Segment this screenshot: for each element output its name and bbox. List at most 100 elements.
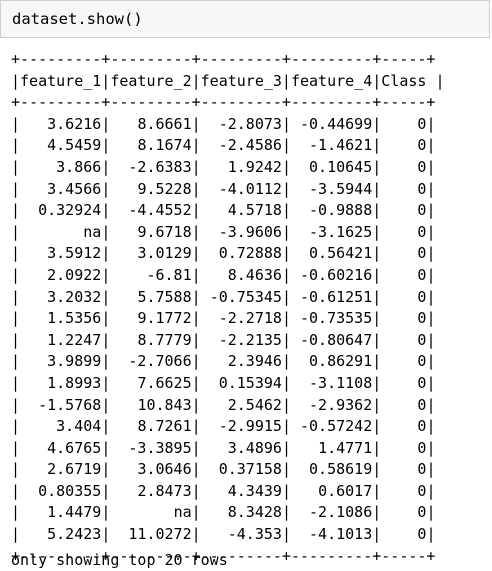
table-cell: 1.8993 bbox=[47, 373, 102, 392]
table-row: | 4.5459| 8.1674| -2.4586| -1.4621| 0| bbox=[11, 136, 436, 155]
table-row: | 3.404| 8.7261| -2.9915| -0.57242| 0| bbox=[11, 417, 436, 436]
table-cell: 3.0646 bbox=[137, 460, 192, 479]
table-cell: -0.73535 bbox=[300, 309, 373, 328]
table-cell: 0.86291 bbox=[309, 352, 373, 371]
table-cell: na bbox=[83, 222, 102, 241]
table-cell: -0.44699 bbox=[300, 114, 373, 133]
table-cell: 4.6765 bbox=[47, 438, 102, 457]
table-cell: 3.2032 bbox=[47, 287, 102, 306]
table-cell: 0 bbox=[417, 481, 427, 500]
table-cell: -0.80647 bbox=[300, 330, 373, 349]
table-cell: 5.2423 bbox=[47, 525, 102, 544]
table-cell: 2.6719 bbox=[47, 460, 102, 479]
table-header: |feature_1|feature_2|feature_3|feature_4… bbox=[11, 71, 445, 90]
table-cell: 0 bbox=[417, 157, 427, 176]
table-cell: 2.3946 bbox=[227, 352, 282, 371]
table-cell: 0 bbox=[417, 417, 427, 436]
table-cell: 2.8473 bbox=[137, 481, 192, 500]
table-cell: 7.6625 bbox=[137, 373, 192, 392]
table-cell: -2.9362 bbox=[309, 395, 373, 414]
table-cell: 1.5356 bbox=[47, 309, 102, 328]
table-cell: 3.404 bbox=[56, 417, 102, 436]
table-cell: 0 bbox=[417, 330, 427, 349]
table-cell: 0 bbox=[417, 179, 427, 198]
table-cell: 4.5718 bbox=[227, 201, 282, 220]
table-cell: 1.2247 bbox=[47, 330, 102, 349]
table-cell: 4.3439 bbox=[227, 481, 282, 500]
table-cell: -2.2718 bbox=[218, 309, 282, 328]
table-row: | 1.8993| 7.6625| 0.15394| -3.1108| 0| bbox=[11, 373, 436, 392]
table-row: | na| 9.6718| -3.9606| -3.1625| 0| bbox=[11, 222, 436, 241]
table-cell: 3.0129 bbox=[137, 244, 192, 263]
table-cell: -2.7066 bbox=[128, 352, 192, 371]
table-cell: -2.8073 bbox=[218, 114, 282, 133]
table-row: | 0.32924| -4.4552| 4.5718| -0.9888| 0| bbox=[11, 201, 436, 220]
table-cell: 8.1674 bbox=[137, 136, 192, 155]
table-row: | 2.6719| 3.0646| 0.37158| 0.58619| 0| bbox=[11, 460, 436, 479]
table-cell: 0 bbox=[417, 222, 427, 241]
table-cell: 0 bbox=[417, 136, 427, 155]
table-row: | 3.9899| -2.7066| 2.3946| 0.86291| 0| bbox=[11, 352, 436, 371]
code-text: dataset.show() bbox=[12, 10, 143, 28]
table-cell: 0.6017 bbox=[318, 481, 373, 500]
table-cell: -4.353 bbox=[227, 525, 282, 544]
table-cell: -0.60216 bbox=[300, 265, 373, 284]
row-count-note: only showing top 20 rows bbox=[11, 551, 228, 569]
table-cell: 0 bbox=[417, 352, 427, 371]
table-rows: | 3.6216| 8.6661| -2.8073| -0.44699| 0| … bbox=[11, 115, 435, 543]
table-cell: 8.7261 bbox=[137, 417, 192, 436]
table-row: | 1.2247| 8.7779| -2.2135| -0.80647| 0| bbox=[11, 330, 436, 349]
table-border-bottom: +---------+---------+---------+---------… bbox=[11, 546, 436, 565]
table-cell: 9.1772 bbox=[137, 309, 192, 328]
table-cell: 3.9899 bbox=[47, 352, 102, 371]
table-cell: 0.72888 bbox=[218, 244, 282, 263]
table-row: | 4.6765| -3.3895| 3.4896| 1.4771| 0| bbox=[11, 438, 436, 457]
table-cell: -1.5768 bbox=[38, 395, 102, 414]
table-cell: 2.5462 bbox=[227, 395, 282, 414]
table-output: +---------+---------+---------+---------… bbox=[11, 49, 444, 567]
table-cell: 0 bbox=[417, 438, 427, 457]
table-cell: 9.6718 bbox=[137, 222, 192, 241]
table-cell: 10.843 bbox=[137, 395, 192, 414]
table-cell: -6.81 bbox=[146, 265, 192, 284]
table-cell: 8.3428 bbox=[227, 503, 282, 522]
table-border-top: +---------+---------+---------+---------… bbox=[11, 50, 436, 68]
table-cell: 0.10645 bbox=[309, 157, 373, 176]
table-cell: 0 bbox=[417, 525, 427, 544]
table-row: | 1.4479| na| 8.3428| -2.1086| 0| bbox=[11, 503, 436, 522]
table-cell: -0.9888 bbox=[309, 201, 373, 220]
table-cell: -0.61251 bbox=[300, 287, 373, 306]
table-cell: -2.4586 bbox=[218, 136, 282, 155]
table-row: | 3.5912| 3.0129| 0.72888| 0.56421| 0| bbox=[11, 244, 436, 263]
table-row: | 0.80355| 2.8473| 4.3439| 0.6017| 0| bbox=[11, 481, 436, 500]
table-cell: 3.5912 bbox=[47, 244, 102, 263]
table-row: | 3.2032| 5.7588| -0.75345| -0.61251| 0| bbox=[11, 287, 436, 306]
table-cell: 0 bbox=[417, 287, 427, 306]
table-cell: 8.6661 bbox=[137, 114, 192, 133]
code-input-cell[interactable]: dataset.show() bbox=[0, 0, 490, 38]
table-row: | 2.0922| -6.81| 8.4636| -0.60216| 0| bbox=[11, 265, 436, 284]
table-cell: 5.7588 bbox=[137, 287, 192, 306]
table-cell: 3.866 bbox=[56, 157, 102, 176]
table-cell: 0 bbox=[417, 309, 427, 328]
table-cell: 1.4479 bbox=[47, 503, 102, 522]
table-cell: -1.4621 bbox=[309, 136, 373, 155]
table-cell: 0 bbox=[417, 460, 427, 479]
table-cell: 3.4566 bbox=[47, 179, 102, 198]
table-cell: -0.57242 bbox=[300, 417, 373, 436]
table-cell: 3.6216 bbox=[47, 114, 102, 133]
table-row: | 1.5356| 9.1772| -2.2718| -0.73535| 0| bbox=[11, 309, 436, 328]
table-cell: -2.6383 bbox=[128, 157, 192, 176]
table-cell: -4.4552 bbox=[128, 201, 192, 220]
table-cell: -2.9915 bbox=[218, 417, 282, 436]
table-cell: -2.2135 bbox=[218, 330, 282, 349]
table-cell: 1.9242 bbox=[227, 157, 282, 176]
table-cell: 0.15394 bbox=[218, 373, 282, 392]
table-cell: 4.5459 bbox=[47, 136, 102, 155]
table-cell: 9.5228 bbox=[137, 179, 192, 198]
table-cell: 8.7779 bbox=[137, 330, 192, 349]
table-cell: 0 bbox=[417, 373, 427, 392]
table-cell: na bbox=[173, 503, 192, 522]
table-cell: 0.58619 bbox=[309, 460, 373, 479]
table-cell: 2.0922 bbox=[47, 265, 102, 284]
